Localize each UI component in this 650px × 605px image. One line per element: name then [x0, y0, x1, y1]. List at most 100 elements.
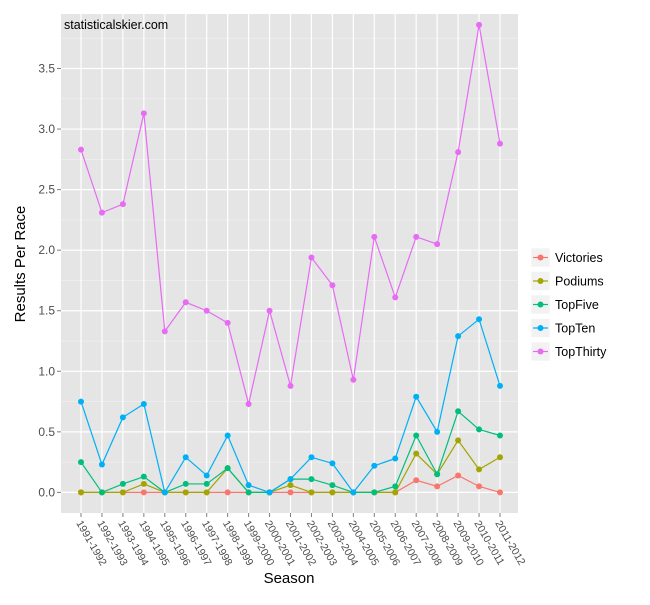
y-tick-label: 1.5 — [38, 304, 55, 318]
data-point-topfive — [371, 489, 378, 496]
data-point-topfive — [224, 465, 231, 472]
data-point-victories — [476, 483, 483, 490]
data-point-topten — [182, 454, 189, 461]
data-point-topten — [371, 462, 378, 469]
data-point-podiums — [392, 489, 399, 496]
data-point-podiums — [329, 489, 336, 496]
data-point-topten — [329, 460, 336, 467]
y-tick-label: 3.0 — [38, 122, 55, 136]
data-point-topthirty — [266, 307, 273, 314]
y-tick-label: 1.0 — [38, 364, 55, 378]
legend-label-topfive: TopFive — [555, 298, 599, 312]
data-point-victories — [413, 477, 420, 484]
watermark-text: statisticalskier.com — [64, 18, 168, 32]
data-point-topfive — [329, 482, 336, 489]
data-point-topten — [497, 382, 503, 389]
data-point-topthirty — [98, 209, 105, 216]
y-tick-label: 2.0 — [38, 243, 55, 257]
legend-label-topten: TopTen — [555, 322, 595, 336]
data-point-topthirty — [392, 294, 399, 301]
legend-key-point-podiums — [537, 278, 544, 284]
data-point-topthirty — [476, 21, 483, 28]
y-tick-label: 0.0 — [38, 485, 55, 499]
data-point-podiums — [78, 489, 84, 496]
data-point-topthirty — [287, 382, 294, 389]
data-point-topten — [140, 400, 147, 407]
data-point-topthirty — [413, 233, 420, 240]
data-point-topthirty — [329, 282, 336, 289]
data-point-topfive — [434, 471, 441, 478]
data-point-podiums — [140, 480, 147, 487]
data-point-topthirty — [203, 307, 210, 314]
x-axis-title: Season — [264, 570, 315, 587]
data-point-podiums — [497, 454, 503, 461]
data-point-topfive — [476, 426, 483, 433]
legend-key-point-topfive — [537, 301, 544, 308]
y-tick-label: 0.5 — [38, 425, 55, 439]
legend-item-victories: Victories — [530, 247, 603, 268]
data-point-podiums — [119, 489, 126, 496]
legend-label-victories: Victories — [555, 251, 603, 265]
data-point-topfive — [203, 480, 210, 487]
y-tick-label: 2.5 — [38, 183, 55, 197]
y-axis: 0.0 0.5 1.0 1.5 2.0 2.5 3.0 3.5 — [38, 62, 61, 499]
plot-panel — [61, 14, 518, 513]
data-point-topfive — [119, 480, 126, 487]
data-point-victories — [497, 489, 503, 496]
data-point-topten — [266, 489, 273, 496]
data-point-topfive — [497, 432, 503, 439]
data-point-victories — [455, 472, 462, 479]
y-tick-label: 3.5 — [38, 62, 55, 76]
data-point-topten — [308, 454, 315, 461]
data-point-topthirty — [497, 140, 503, 147]
data-point-topthirty — [140, 110, 147, 117]
data-point-topten — [203, 472, 210, 479]
data-point-victories — [287, 489, 294, 496]
data-point-topten — [350, 489, 357, 496]
data-point-topten — [78, 398, 84, 405]
data-point-podiums — [413, 450, 420, 457]
series-topten — [78, 316, 503, 496]
data-point-topten — [455, 333, 462, 340]
legend: Victories Podiums TopFive TopTen TopThirty — [530, 247, 607, 362]
legend-item-topten: TopTen — [530, 318, 595, 338]
legend-label-topthirty: TopThirty — [555, 345, 607, 359]
data-point-topthirty — [371, 233, 378, 240]
data-point-topthirty — [434, 241, 441, 248]
data-point-topfive — [392, 483, 399, 490]
data-point-topten — [434, 428, 441, 435]
grid-lines — [61, 14, 518, 513]
legend-key-point-topten — [537, 325, 544, 331]
data-point-topthirty — [455, 149, 462, 156]
data-point-topten — [245, 482, 252, 489]
data-point-victories — [224, 489, 231, 496]
series-layer — [78, 21, 503, 496]
data-point-topthirty — [350, 376, 357, 383]
data-point-topfive — [98, 489, 105, 496]
data-point-topthirty — [245, 400, 252, 407]
data-point-podiums — [287, 482, 294, 489]
data-point-topfive — [78, 459, 84, 466]
data-point-topten — [224, 432, 231, 439]
data-point-topthirty — [78, 146, 84, 153]
data-point-victories — [140, 489, 147, 496]
y-axis-title: Results Per Race — [12, 206, 29, 323]
legend-label-podiums: Podiums — [555, 275, 604, 289]
legend-key-point-topthirty — [537, 348, 544, 355]
data-point-podiums — [476, 466, 483, 473]
data-point-topten — [476, 316, 483, 323]
data-point-topten — [392, 455, 399, 462]
legend-key-point-victories — [537, 254, 544, 261]
data-point-topten — [287, 476, 294, 483]
data-point-topthirty — [119, 201, 126, 208]
data-point-podiums — [203, 489, 210, 496]
data-point-podiums — [308, 489, 315, 496]
data-point-victories — [434, 483, 441, 490]
data-point-topfive — [245, 489, 252, 496]
data-point-topten — [161, 489, 168, 496]
data-point-topfive — [140, 473, 147, 480]
legend-item-topfive: TopFive — [530, 294, 599, 315]
data-point-topfive — [413, 432, 420, 439]
